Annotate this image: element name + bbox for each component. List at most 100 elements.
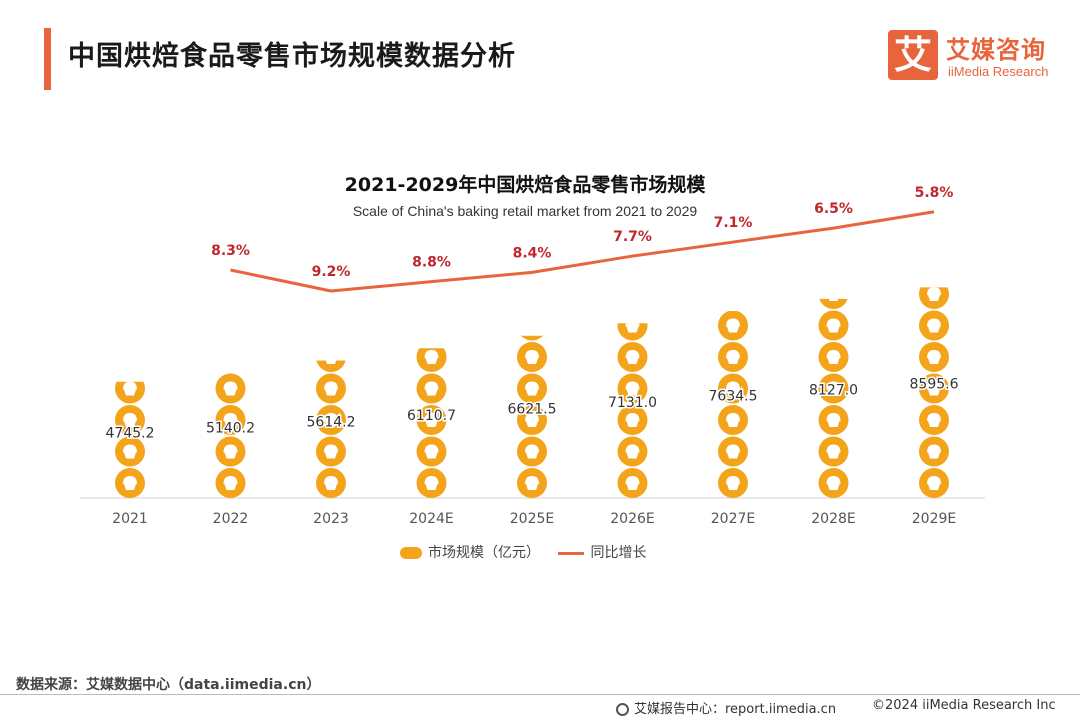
- legend-item-growth: 同比增长: [558, 542, 646, 562]
- cupcake-base-icon: [727, 452, 739, 459]
- cupcake-base-icon: [827, 358, 840, 364]
- growth-label: 8.4%: [513, 245, 552, 261]
- cupcake-base-icon: [526, 389, 538, 396]
- cupcake-base-icon: [526, 452, 538, 459]
- cupcake-top-icon: [424, 444, 439, 453]
- cupcake-base-icon: [526, 484, 538, 490]
- cupcake-base-icon: [325, 421, 337, 427]
- cupcake-base-icon: [928, 484, 940, 490]
- chart-legend: 市场规模（亿元） 同比增长: [400, 542, 660, 562]
- bar-2026E: [617, 323, 648, 498]
- cupcake-top-icon: [324, 476, 338, 484]
- chart-title: 2021-2029年中国烘焙食品零售市场规模: [344, 174, 706, 196]
- bar-value-label: 7131.0: [608, 395, 657, 411]
- cupcake-base-icon: [526, 358, 538, 364]
- cupcake-top-icon: [424, 476, 439, 484]
- bar-2024E: [416, 348, 447, 498]
- cupcake-top-icon: [525, 350, 539, 358]
- bar-2023: [316, 350, 346, 498]
- cupcake-base-icon: [626, 326, 639, 333]
- cupcake-top-icon: [123, 476, 137, 484]
- cupcake-top-icon: [625, 323, 640, 327]
- cupcake-top-icon: [324, 350, 338, 358]
- cupcake-top-icon: [625, 413, 640, 421]
- cupcake-base-icon: [827, 326, 840, 333]
- cupcake-base-icon: [626, 358, 639, 364]
- bar-2027E: [718, 310, 748, 498]
- cupcake-top-icon: [927, 413, 941, 421]
- cupcake-top-icon: [826, 413, 841, 421]
- cupcake-top-icon: [223, 381, 238, 390]
- report-center-text: 艾媒报告中心：report.iimedia.cn: [634, 702, 837, 717]
- cupcake-top-icon: [927, 444, 941, 453]
- cupcake-base-icon: [928, 452, 940, 459]
- cupcake-base-icon: [124, 389, 136, 396]
- cupcake-top-icon: [927, 381, 941, 390]
- cupcake-base-icon: [325, 389, 337, 396]
- bar-2021: [115, 381, 145, 498]
- cupcake-top-icon: [826, 444, 841, 453]
- bar-2029E: [919, 287, 949, 498]
- footer-divider: [0, 694, 1080, 695]
- cupcake-base-icon: [928, 358, 940, 364]
- cupcake-base-icon: [224, 452, 237, 459]
- cupcake-base-icon: [928, 389, 940, 396]
- cupcake-base-icon: [526, 327, 538, 333]
- cupcake-top-icon: [726, 350, 740, 358]
- cupcake-base-icon: [928, 421, 940, 427]
- bar-2028E: [818, 298, 849, 498]
- x-tick-label: 2022: [213, 511, 249, 527]
- cupcake-top-icon: [927, 287, 941, 295]
- cupcake-base-icon: [124, 421, 136, 427]
- cupcake-base-icon: [325, 484, 337, 490]
- x-tick-label: 2023: [313, 511, 349, 527]
- cupcake-top-icon: [927, 476, 941, 484]
- cupcake-top-icon: [525, 381, 539, 390]
- cupcake-top-icon: [525, 444, 539, 453]
- cupcake-top-icon: [826, 476, 841, 484]
- cupcake-base-icon: [124, 484, 136, 490]
- cupcake-top-icon: [726, 318, 740, 327]
- cupcake-top-icon: [223, 476, 238, 484]
- x-tick-label: 2021: [112, 511, 148, 527]
- cupcake-base-icon: [827, 389, 840, 396]
- cupcake-base-icon: [224, 421, 237, 427]
- cupcake-base-icon: [425, 421, 438, 427]
- x-tick-label: 2027E: [711, 511, 755, 527]
- bar-value-label: 5140.2: [206, 421, 255, 437]
- cupcake-base-icon: [626, 389, 639, 396]
- cupcake-base-icon: [626, 421, 639, 427]
- cupcake-base-icon: [928, 326, 940, 333]
- cupcake-top-icon: [726, 476, 740, 484]
- x-tick-label: 2029E: [912, 511, 956, 527]
- cupcake-top-icon: [424, 381, 439, 390]
- cupcake-top-icon: [424, 413, 439, 421]
- cupcake-top-icon: [625, 381, 640, 390]
- cupcake-icon: [521, 335, 543, 341]
- bar-value-label: 8127.0: [809, 382, 858, 398]
- cupcake-top-icon: [726, 413, 740, 421]
- cupcake-base-icon: [425, 484, 438, 490]
- cupcake-base-icon: [727, 358, 739, 364]
- legend-label-growth: 同比增长: [590, 545, 647, 561]
- growth-line: [230, 210, 935, 293]
- cupcake-base-icon: [124, 452, 136, 459]
- cupcake-top-icon: [324, 413, 338, 421]
- cupcake-base-icon: [425, 389, 438, 396]
- cupcake-base-icon: [727, 421, 739, 427]
- cupcake-top-icon: [927, 350, 941, 358]
- x-tick-label: 2025E: [510, 511, 554, 527]
- cupcake-top-icon: [123, 444, 137, 453]
- page-title: 中国烘焙食品零售市场规模数据分析: [68, 41, 516, 72]
- line-swatch-icon: [558, 551, 585, 555]
- cupcake-top-icon: [324, 444, 338, 453]
- legend-item-market-size: 市场规模（亿元）: [400, 542, 540, 562]
- cupcake-top-icon: [525, 413, 539, 421]
- bar-value-label: 7634.5: [709, 389, 758, 405]
- cupcake-top-icon: [324, 381, 338, 390]
- cupcake-top-icon: [223, 413, 238, 421]
- cupcake-top-icon: [123, 381, 137, 390]
- growth-label: 8.8%: [412, 255, 451, 271]
- cupcake-base-icon: [425, 358, 438, 364]
